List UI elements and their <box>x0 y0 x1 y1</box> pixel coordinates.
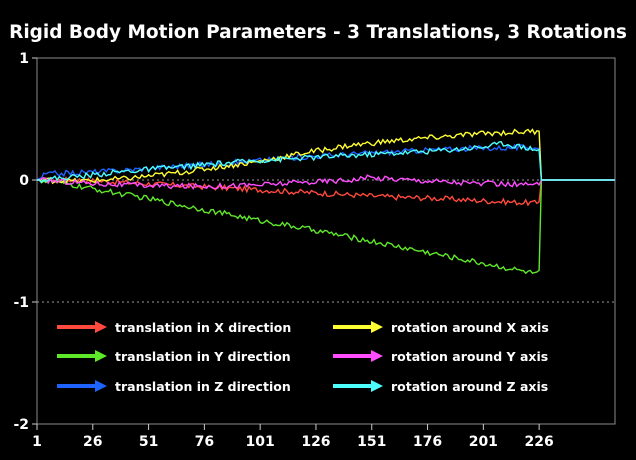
x-tick-label: 176 <box>413 434 442 450</box>
legend-label: translation in Y direction <box>115 349 291 364</box>
series-lines <box>36 128 615 275</box>
x-tick-label: 101 <box>246 434 275 450</box>
y-tick-label: -2 <box>13 417 29 433</box>
legend-arrow-icon <box>95 321 107 333</box>
legend-item: translation in X direction <box>57 320 291 335</box>
legend-item: rotation around Z axis <box>333 379 548 394</box>
legend-arrow-icon <box>371 321 383 333</box>
x-tick-label: 226 <box>525 434 554 450</box>
plot-frame <box>36 57 616 425</box>
x-tick-label: 76 <box>195 434 214 450</box>
legend-item: translation in Y direction <box>57 349 291 364</box>
legend-item: translation in Z direction <box>57 379 291 394</box>
x-tick-label: 1 <box>32 434 42 450</box>
y-tick-label: 1 <box>19 51 29 67</box>
chart-title: Rigid Body Motion Parameters - 3 Transla… <box>9 22 627 43</box>
legend-label: rotation around Y axis <box>391 349 548 364</box>
x-tick-label: 51 <box>139 434 158 450</box>
x-tick-label: 126 <box>301 434 330 450</box>
legend-label: rotation around X axis <box>391 320 549 335</box>
y-tick-label: -1 <box>13 295 29 311</box>
x-tick-label: 201 <box>469 434 498 450</box>
legend-arrow-icon <box>371 380 383 392</box>
x-tick-label: 151 <box>357 434 386 450</box>
series-line-4 <box>36 128 615 185</box>
legend-item: rotation around X axis <box>333 320 549 335</box>
legend-arrow-icon <box>371 350 383 362</box>
legend-arrow-icon <box>95 380 107 392</box>
legend-item: rotation around Y axis <box>333 349 548 364</box>
series-line-2 <box>36 178 615 275</box>
series-line-6 <box>36 141 615 184</box>
series-line-5 <box>36 174 615 190</box>
legend-label: translation in Z direction <box>115 379 291 394</box>
legend-arrow-icon <box>95 350 107 362</box>
legend-label: rotation around Z axis <box>391 379 548 394</box>
grid-lines <box>37 179 615 303</box>
x-tick-label: 26 <box>83 434 102 450</box>
legend-label: translation in X direction <box>115 320 291 335</box>
legend: translation in X direction translation in… <box>57 320 549 394</box>
y-tick-label: 0 <box>19 173 29 189</box>
